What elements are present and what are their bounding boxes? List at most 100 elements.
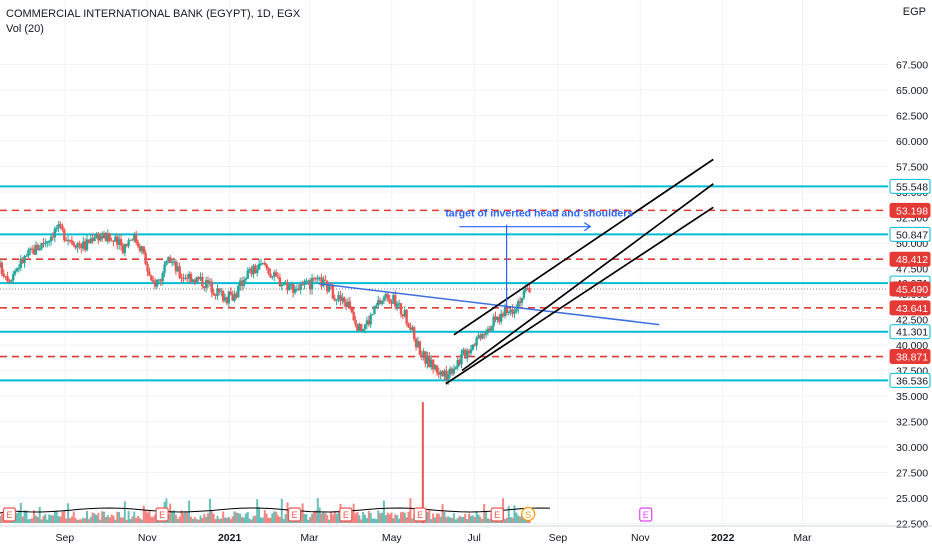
candle-body — [2, 273, 5, 277]
price-axis-label[interactable]: 48.412 — [889, 251, 931, 267]
candle-body — [518, 301, 522, 303]
candle-body — [390, 302, 393, 304]
candle-body — [214, 294, 217, 296]
candle-body — [367, 320, 371, 325]
time-axis[interactable]: Sep Nov 2021 Mar May Jul Sep Nov 2022 Mar — [0, 525, 932, 544]
volume-bar — [284, 514, 287, 523]
volume-bar — [509, 517, 512, 523]
candle-body — [72, 242, 75, 246]
earnings-marker[interactable]: E — [490, 507, 504, 522]
candle-body — [199, 276, 202, 280]
candle-body — [501, 313, 505, 316]
candle-body — [170, 262, 174, 264]
candle-body — [172, 261, 176, 263]
volume-bar — [195, 518, 198, 523]
candle-body — [479, 335, 482, 339]
trendline-drawings[interactable]: target of inverted head and shoulders — [318, 158, 714, 385]
symbol-title[interactable]: COMMERCIAL INTERNATIONAL BANK (EGYPT), 1… — [6, 8, 301, 20]
volume-bar — [89, 516, 92, 523]
candle-body — [441, 371, 444, 377]
volume-bar — [207, 513, 210, 523]
candle-body — [201, 276, 204, 287]
candle-body — [486, 328, 490, 333]
volume-bar — [280, 498, 283, 523]
candle-body — [184, 277, 187, 279]
candle-body — [499, 313, 503, 322]
volume-bar — [263, 510, 266, 523]
volume-bar — [152, 516, 155, 523]
event-markers[interactable]: E E E E E E ES — [2, 506, 653, 522]
volume-bar — [464, 513, 467, 523]
candle-body — [320, 277, 323, 287]
candle-body — [503, 307, 507, 316]
volume-bar — [190, 516, 193, 523]
candlestick-series — [0, 220, 531, 385]
volume-bar — [477, 514, 480, 523]
volume-bar — [80, 519, 83, 523]
volume-bar — [411, 518, 414, 523]
volume-bar — [248, 518, 251, 523]
candle-body — [83, 241, 87, 250]
volume-bar — [95, 514, 98, 523]
earnings-marker-label: E — [343, 510, 349, 520]
volume-bar — [241, 517, 244, 523]
volume-bar — [131, 516, 134, 523]
earnings-marker[interactable]: E — [339, 507, 353, 522]
earnings-marker[interactable]: E — [155, 507, 169, 522]
volume-bar — [48, 514, 51, 523]
candle-body — [481, 334, 484, 339]
candle-body — [482, 334, 486, 336]
price-axis-label[interactable]: 38.871 — [889, 349, 931, 365]
candle-body — [358, 323, 361, 331]
volume-bar — [101, 511, 104, 523]
candle-body — [382, 297, 386, 301]
volume-bar — [354, 513, 357, 523]
candle-body — [223, 297, 227, 301]
price-axis-label[interactable]: 50.847 — [889, 226, 931, 242]
candle-body — [193, 279, 197, 283]
split-marker[interactable]: S — [521, 506, 536, 522]
candle-body — [250, 268, 253, 275]
volume-indicator-label[interactable]: Vol (20) — [6, 23, 44, 35]
candle-body — [163, 264, 166, 273]
volume-bar — [235, 512, 238, 523]
candle-body — [377, 300, 380, 306]
price-axis-label[interactable]: 55.548 — [889, 178, 931, 194]
earnings-marker-label: E — [494, 510, 500, 520]
candle-body — [305, 280, 308, 282]
price-axis-label[interactable]: 36.536 — [889, 372, 931, 388]
candle-body — [159, 279, 162, 282]
candle-body — [138, 246, 142, 251]
price-axis-label-text: 50.847 — [896, 229, 928, 241]
candle-body — [140, 246, 144, 251]
volume-bar — [356, 512, 359, 523]
volume-bar — [466, 519, 469, 523]
earnings-marker[interactable]: E — [2, 507, 17, 522]
candle-body — [443, 370, 446, 377]
candle-body — [248, 268, 251, 271]
volume-bar — [78, 519, 81, 523]
candle-body — [307, 280, 310, 282]
volume-bar — [505, 517, 508, 523]
channel-upper-line — [453, 158, 714, 336]
price-axis-label[interactable]: 45.490 — [889, 281, 931, 297]
earnings-marker[interactable]: E — [639, 507, 653, 522]
price-axis-label[interactable]: 53.198 — [889, 202, 931, 218]
candle-body — [242, 280, 246, 286]
candle-body — [333, 298, 336, 301]
earnings-marker[interactable]: E — [413, 507, 427, 522]
price-axis-label[interactable]: 43.641 — [889, 300, 931, 316]
price-axis-label[interactable]: 41.301 — [889, 324, 931, 340]
candle-body — [290, 283, 293, 285]
volume-bar — [34, 515, 37, 523]
volume-bar — [316, 498, 319, 523]
candle-body — [108, 233, 111, 241]
candle-body — [295, 288, 299, 290]
candle-body — [462, 349, 465, 354]
price-axis-label-text: 48.412 — [896, 254, 928, 266]
candle-body — [206, 280, 210, 284]
candle-body — [220, 291, 223, 293]
earnings-marker[interactable]: E — [287, 507, 302, 522]
price-axis[interactable]: 67.50065.00062.50060.00057.50055.00052.5… — [889, 60, 931, 531]
